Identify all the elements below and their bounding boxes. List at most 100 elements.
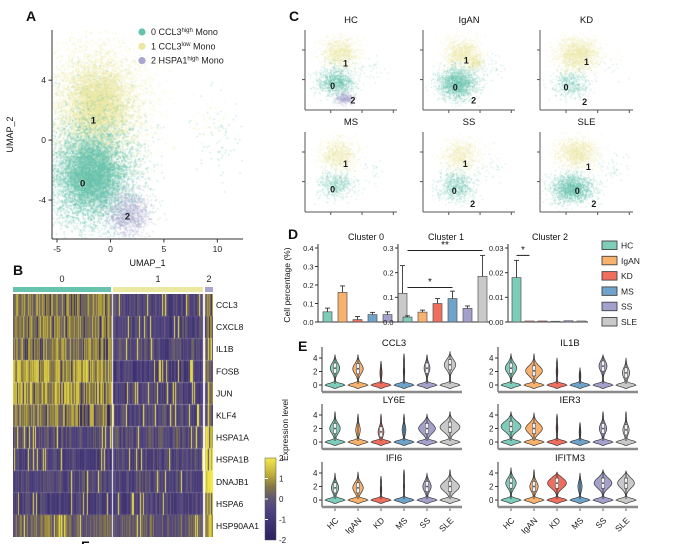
- panel-label-d: D: [288, 226, 299, 242]
- bar: [337, 292, 348, 323]
- legend-swatch: [601, 240, 618, 250]
- x-tick-label: KD: [547, 515, 562, 530]
- bar: [576, 320, 587, 323]
- tick-label: 0: [489, 438, 494, 447]
- cluster-label: 2: [471, 95, 476, 105]
- violin-median: [426, 485, 428, 488]
- gene-label: HSPA1A: [216, 433, 249, 443]
- umap-grid-canvas: [300, 24, 640, 216]
- cluster-label: 0: [564, 83, 569, 93]
- tick-label: 5: [162, 244, 167, 254]
- sig-label: *: [428, 277, 432, 288]
- cluster-label: 2: [582, 97, 587, 107]
- colorbar-tick-label: -2: [279, 536, 287, 544]
- legend-label: SLE: [621, 317, 637, 327]
- sig-label: **: [441, 240, 449, 251]
- bar: [432, 303, 443, 323]
- bar: [462, 308, 473, 323]
- heatmap-group-bar: [205, 287, 213, 292]
- bar-chart-title: Cluster 0: [348, 232, 384, 242]
- tick-label: 0.01: [489, 293, 504, 302]
- umap-title: MS: [344, 117, 358, 128]
- tick-label: 4: [41, 75, 46, 85]
- tick-label: 4: [489, 469, 494, 478]
- tick-label: 4: [313, 469, 318, 478]
- cluster-label: 2: [350, 95, 355, 105]
- tick-label: 10: [213, 244, 223, 254]
- violin-title: IFITM3: [555, 453, 585, 464]
- umap-title: IgAN: [458, 15, 479, 26]
- tick-label: 4: [313, 354, 318, 363]
- gene-label: CXCL8: [216, 322, 244, 332]
- heatmap-group-label: 0: [59, 274, 64, 284]
- heatmap-group-bar: [13, 287, 111, 292]
- cluster-label: 1: [584, 57, 589, 67]
- cluster-label: 1: [91, 116, 97, 127]
- violin-median: [510, 425, 512, 428]
- tick-label: 0: [313, 496, 318, 505]
- gene-label: IL1B: [216, 344, 234, 354]
- legend-swatch: [601, 255, 618, 266]
- legend-dot: [138, 28, 146, 36]
- bar: [402, 316, 413, 323]
- tick-label: 0.02: [489, 268, 504, 277]
- tick-label: 0.00: [489, 318, 504, 327]
- violin-median: [602, 482, 604, 485]
- violin-median: [357, 486, 359, 489]
- tick-label: 4: [489, 411, 494, 420]
- umap-title: HC: [344, 15, 358, 26]
- tick-label: 0: [41, 135, 46, 145]
- cluster-label: 0: [330, 185, 335, 195]
- violin-median: [533, 427, 535, 430]
- heatmap-canvas: [13, 294, 213, 537]
- violin-median: [602, 427, 604, 430]
- heatmap-group-label: 1: [155, 274, 160, 284]
- violin-median: [533, 369, 535, 372]
- violin-median: [625, 371, 627, 374]
- cluster-label: 1: [464, 55, 469, 65]
- violin-median: [449, 363, 451, 366]
- tick-label: 2: [489, 482, 494, 491]
- bar-chart-title: Cluster 1: [428, 232, 464, 242]
- cluster-label: 0: [80, 179, 85, 190]
- bar: [322, 311, 333, 323]
- x-tick-label: SS: [593, 515, 608, 530]
- violin-title: CCL3: [382, 338, 406, 349]
- umap-a-canvas: [52, 30, 243, 239]
- x-tick-label: IgAN: [519, 515, 539, 535]
- violin-median: [334, 486, 336, 489]
- violin-title: IER3: [559, 395, 580, 406]
- x-tick-label: HC: [325, 515, 341, 531]
- x-tick-label: SS: [417, 515, 432, 530]
- tick-label: 0.2: [303, 281, 313, 290]
- x-tick-label: MS: [393, 515, 409, 531]
- violin-median: [449, 426, 451, 429]
- cluster-label: 2: [470, 199, 475, 209]
- gene-label: JUN: [216, 388, 233, 398]
- tick-label: -5: [53, 244, 61, 254]
- bar: [477, 276, 488, 323]
- cluster-label: 1: [343, 59, 348, 69]
- colorbar-tick-label: 1: [279, 474, 284, 483]
- violin-median: [510, 482, 512, 485]
- y-axis-label: Expression level: [280, 399, 290, 461]
- bar: [447, 298, 458, 323]
- violin-median: [556, 482, 558, 485]
- x-tick-label: MS: [569, 515, 585, 531]
- legend-dot: [138, 42, 146, 50]
- umap-title: SLE: [578, 117, 596, 128]
- umap-title: KD: [580, 15, 593, 26]
- gene-label: CCL3: [216, 300, 238, 310]
- legend-swatch: [601, 301, 618, 312]
- bar: [550, 320, 561, 323]
- violin-title: LY6E: [383, 395, 406, 406]
- legend-label: KD: [621, 271, 633, 281]
- bar: [524, 320, 535, 323]
- panel-label-f: F: [81, 538, 90, 544]
- panel-label-a: A: [26, 8, 37, 24]
- tick-label: 0: [313, 381, 318, 390]
- tick-label: 0.03: [489, 244, 504, 253]
- violin-title: IFI6: [386, 453, 402, 464]
- cluster-label: 1: [463, 159, 468, 169]
